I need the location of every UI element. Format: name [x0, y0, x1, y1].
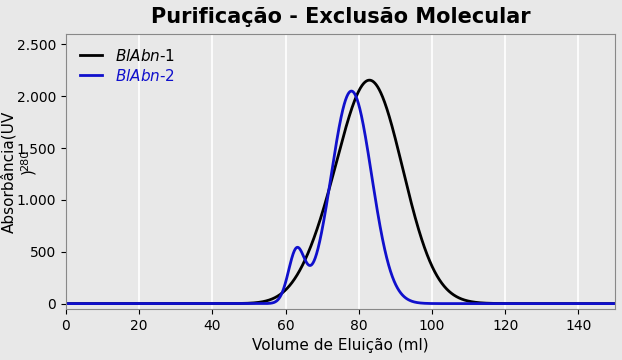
Text: ): ): [21, 168, 35, 174]
BlAbn-2: [348, 89, 355, 93]
BlAbn-1: [272, 295, 280, 299]
BlAbn-1: [125, 301, 132, 306]
BlAbn-2: [297, 247, 304, 252]
BlAbn-1: [601, 301, 608, 306]
BlAbn-1: [157, 301, 165, 306]
Line: BlAbn-2: BlAbn-2: [66, 91, 615, 303]
BlAbn-2: [611, 301, 619, 306]
BlAbn-2: [157, 301, 165, 306]
Title: Purificação - Exclusão Molecular: Purificação - Exclusão Molecular: [151, 7, 530, 27]
BlAbn-1: [297, 267, 304, 272]
BlAbn-1: [366, 78, 373, 82]
Text: Absorbância(UV: Absorbância(UV: [1, 110, 16, 233]
X-axis label: Volume de Eluição (ml): Volume de Eluição (ml): [252, 338, 429, 353]
Text: 280: 280: [20, 150, 30, 171]
Legend: $\bf{\it{BlAbn\text{-}1}}$, $\bf{\it{BlAbn\text{-}2}}$: $\bf{\it{BlAbn\text{-}1}}$, $\bf{\it{BlA…: [73, 42, 181, 90]
BlAbn-1: [542, 301, 549, 306]
BlAbn-1: [62, 301, 70, 306]
BlAbn-2: [601, 301, 608, 306]
BlAbn-2: [272, 299, 280, 303]
Line: BlAbn-1: BlAbn-1: [66, 80, 615, 303]
BlAbn-2: [62, 301, 70, 306]
BlAbn-1: [611, 301, 619, 306]
BlAbn-2: [125, 301, 132, 306]
BlAbn-2: [542, 301, 549, 306]
